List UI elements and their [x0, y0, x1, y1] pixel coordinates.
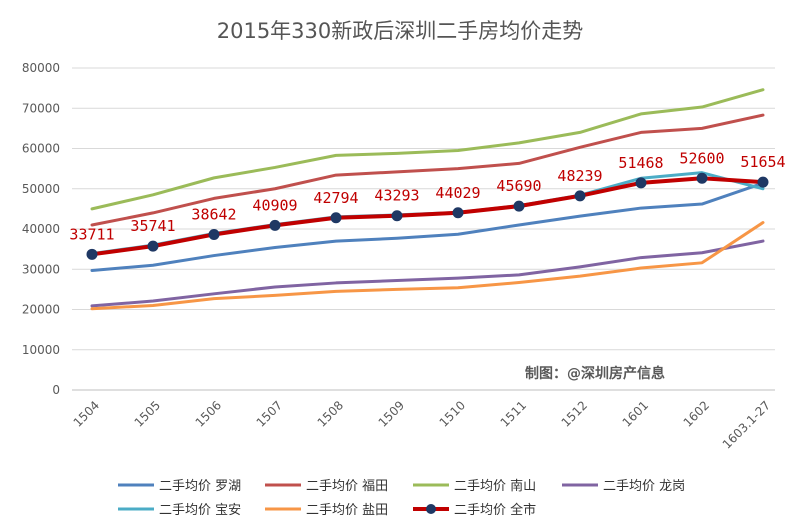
y-tick-label: 30000 [22, 262, 60, 276]
series-lines [86, 88, 769, 311]
y-tick-label: 0 [52, 383, 60, 397]
grid [72, 67, 775, 391]
x-tick-label: 1507 [254, 398, 285, 429]
data-point [696, 172, 708, 184]
data-label: 35741 [130, 217, 175, 235]
data-point [391, 210, 403, 222]
data-label: 44029 [435, 184, 480, 202]
legend-label: 二手均价 南山 [454, 478, 536, 494]
data-label: 52600 [679, 149, 724, 167]
x-tick-label: 1505 [132, 398, 163, 429]
x-tick-label: 1510 [437, 398, 468, 429]
x-tick-label: 1602 [681, 398, 712, 429]
data-label: 42794 [313, 189, 358, 207]
x-axis: 1504 1505 1506 1507 1508 1509 1510 1511 1512 1601… [71, 389, 775, 452]
x-tick-label: 1508 [315, 398, 346, 429]
x-tick-label: 1509 [376, 398, 407, 429]
x-tick-label: 1511 [498, 398, 529, 429]
series-line [90, 113, 765, 227]
legend-label: 二手均价 福田 [306, 479, 388, 494]
chart-title: 2015年330新政后深圳二手房均价走势 [217, 19, 584, 43]
y-tick-label: 20000 [22, 303, 60, 317]
series-line [90, 181, 765, 272]
data-point [147, 240, 159, 252]
data-label: 45690 [496, 177, 541, 195]
legend-label: 二手均价 全市 [454, 502, 536, 518]
series-line [90, 221, 765, 311]
data-label: 51468 [618, 154, 663, 172]
data-label: 51654 [740, 153, 785, 171]
legend-label: 二手均价 龙岗 [603, 479, 685, 494]
y-axis: 0 10000 20000 30000 40000 50000 60000 70000 8000… [22, 61, 60, 397]
y-tick-label: 60000 [22, 142, 60, 156]
y-tick-label: 80000 [22, 61, 60, 75]
data-point [208, 228, 220, 240]
x-tick-label: 1506 [193, 398, 224, 429]
data-point [452, 207, 464, 219]
series-line [90, 239, 765, 308]
y-tick-label: 70000 [22, 101, 60, 115]
data-point [757, 176, 769, 188]
watermark-text: 制图：@深圳房产信息 [525, 365, 665, 382]
series-line [90, 176, 765, 257]
data-point [330, 212, 342, 224]
legend-marker [426, 504, 436, 514]
data-label: 40909 [252, 196, 297, 214]
x-tick-label: 1603.1-27 [720, 398, 773, 451]
data-point [513, 200, 525, 212]
data-label: 33711 [69, 225, 114, 243]
data-point [86, 248, 98, 260]
y-tick-label: 40000 [22, 222, 60, 236]
data-label: 38642 [191, 205, 236, 223]
legend-label: 二手均价 宝安 [159, 503, 241, 518]
y-tick-label: 50000 [22, 182, 60, 196]
y-tick-label: 10000 [22, 343, 60, 357]
x-tick-label: 1601 [620, 398, 651, 429]
data-point [635, 177, 647, 189]
data-point [269, 219, 281, 231]
data-label: 48239 [557, 167, 602, 185]
legend-label: 二手均价 盐田 [306, 503, 388, 518]
x-tick-label: 1512 [559, 398, 590, 429]
series-line [90, 88, 765, 211]
data-label: 43293 [374, 187, 419, 205]
data-labels: 33711 35741 38642 40909 42794 43293 44029 45690… [69, 149, 785, 243]
legend-label: 二手均价 罗湖 [159, 479, 241, 494]
data-point [574, 190, 586, 202]
x-tick-label: 1504 [71, 398, 102, 429]
